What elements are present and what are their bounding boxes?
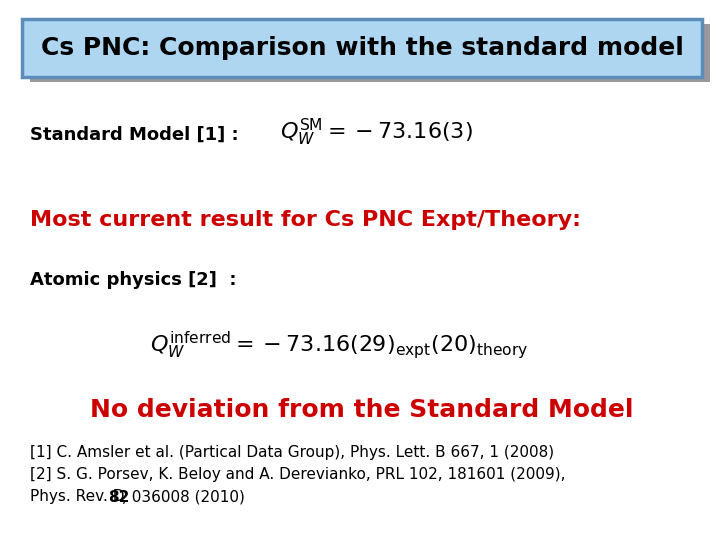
Text: Atomic physics [2]  :: Atomic physics [2] :: [30, 271, 236, 289]
Text: $Q_W^{\rm SM} = -73.16(3)$: $Q_W^{\rm SM} = -73.16(3)$: [280, 117, 473, 147]
FancyBboxPatch shape: [30, 24, 710, 82]
Text: Standard Model [1] :: Standard Model [1] :: [30, 126, 238, 144]
Text: [1] C. Amsler et al. (Partical Data Group), Phys. Lett. B 667, 1 (2008): [1] C. Amsler et al. (Partical Data Grou…: [30, 444, 554, 460]
Text: No deviation from the Standard Model: No deviation from the Standard Model: [90, 398, 634, 422]
Text: Most current result for Cs PNC Expt/Theory:: Most current result for Cs PNC Expt/Theo…: [30, 210, 581, 230]
Text: Cs PNC: Comparison with the standard model: Cs PNC: Comparison with the standard mod…: [40, 36, 683, 60]
Text: Phys. Rev. D: Phys. Rev. D: [30, 489, 130, 504]
Text: 82: 82: [108, 489, 130, 504]
Text: [2] S. G. Porsev, K. Beloy and A. Derevianko, PRL 102, 181601 (2009),: [2] S. G. Porsev, K. Beloy and A. Derevi…: [30, 468, 565, 483]
FancyBboxPatch shape: [22, 19, 702, 77]
Text: $Q_W^{\rm inferred} = -73.16(29)_{\rm expt}(20)_{\rm theory}$: $Q_W^{\rm inferred} = -73.16(29)_{\rm ex…: [150, 329, 528, 361]
Text: , 036008 (2010): , 036008 (2010): [122, 489, 245, 504]
